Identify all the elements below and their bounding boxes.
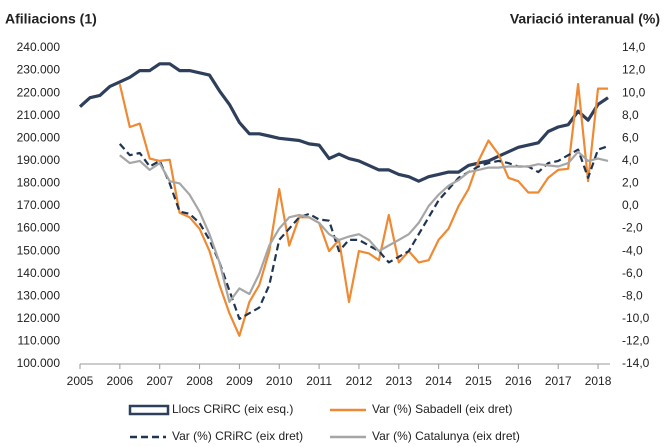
y2-tick-label: 4,0	[622, 153, 639, 167]
y2-tick-label: -4,0	[622, 243, 643, 257]
y-tick-label: 240.000	[17, 40, 61, 54]
x-tick-label: 2005	[67, 374, 94, 388]
y-tick-label: 180.000	[17, 176, 61, 190]
x-tick-label: 2013	[385, 374, 412, 388]
y-tick-label: 100.000	[17, 356, 61, 370]
y-tick-label: 110.000	[18, 334, 61, 348]
y2-tick-label: 8,0	[622, 108, 639, 122]
x-tick-label: 2006	[106, 374, 133, 388]
y-tick-label: 190.000	[17, 153, 61, 167]
y-tick-label: 130.000	[17, 288, 61, 302]
y2-tick-label: 0,0	[622, 198, 639, 212]
y2-tick-label: -12,0	[622, 334, 650, 348]
y-tick-label: 170.000	[17, 198, 61, 212]
series-line	[118, 143, 609, 320]
y2-tick-label: -14,0	[622, 356, 650, 370]
series-line	[118, 83, 608, 337]
y2-tick-label: 10,0	[622, 85, 646, 99]
legend-label: Var (%) Sabadell (eix dret)	[372, 402, 513, 416]
legend-label: Var (%) CRiRC (eix dret)	[172, 429, 303, 443]
x-tick-label: 2017	[545, 374, 572, 388]
y2-tick-label: 14,0	[622, 40, 646, 54]
y-tick-label: 160.000	[17, 221, 61, 235]
y-tick-label: 220.000	[17, 85, 61, 99]
series-line	[119, 150, 609, 303]
x-tick-label: 2012	[346, 374, 373, 388]
y-tick-label: 140.000	[17, 266, 61, 280]
y-tick-label: 200.000	[17, 130, 61, 144]
x-tick-label: 2011	[306, 374, 332, 388]
y-axis-title: Afiliacions (1)	[5, 11, 97, 27]
legend-label: Llocs CRiRC (eix esq.)	[172, 402, 293, 416]
y2-tick-label: -10,0	[622, 311, 650, 325]
x-tick-label: 2009	[226, 374, 253, 388]
x-tick-label: 2008	[186, 374, 213, 388]
legend-swatch	[128, 404, 170, 416]
y-tick-label: 210.000	[17, 108, 61, 122]
x-tick-label: 2007	[146, 374, 173, 388]
x-tick-label: 2018	[585, 374, 612, 388]
y-tick-label: 150.000	[17, 243, 61, 257]
y-tick-label: 230.000	[17, 63, 61, 77]
y2-tick-label: -2,0	[622, 221, 643, 235]
x-tick-label: 2014	[425, 374, 452, 388]
legend-label: Var (%) Catalunya (eix dret)	[372, 429, 520, 443]
y2-tick-label: 2,0	[622, 176, 639, 190]
y2-tick-label: -6,0	[622, 266, 643, 280]
y2-axis-title: Variació interanual (%)	[510, 11, 660, 27]
y2-tick-label: 12,0	[622, 63, 646, 77]
y-tick-label: 120.000	[17, 311, 61, 325]
x-tick-label: 2016	[505, 374, 532, 388]
y2-tick-label: 6,0	[622, 130, 639, 144]
x-tick-label: 2010	[266, 374, 293, 388]
series-line	[78, 62, 609, 183]
x-tick-label: 2015	[465, 374, 492, 388]
y2-tick-label: -8,0	[622, 288, 643, 302]
